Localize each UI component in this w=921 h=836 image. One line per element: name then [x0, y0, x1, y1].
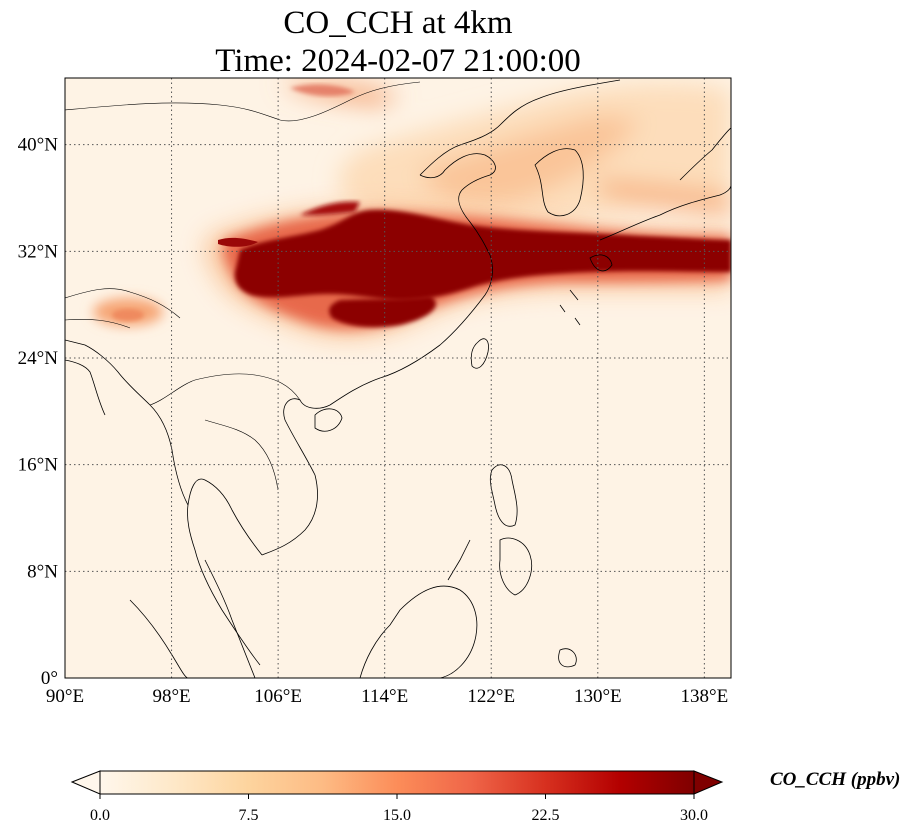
- lat-tick-label: 32°N: [18, 241, 59, 262]
- lat-tick-label: 24°N: [18, 348, 59, 369]
- lat-tick-label: 0°: [41, 668, 58, 689]
- coastlines: [65, 79, 731, 678]
- lon-tick-label: 106°E: [254, 686, 302, 707]
- colorbar-tick-label: 22.5: [532, 807, 560, 824]
- colorbar-tick-label: 7.5: [239, 807, 259, 824]
- colorbar-tick-label: 15.0: [383, 807, 411, 824]
- lon-tick-label: 114°E: [361, 686, 408, 707]
- lat-tick-label: 16°N: [18, 455, 59, 476]
- lon-tick-label: 98°E: [152, 686, 190, 707]
- map-frame: [64, 77, 732, 679]
- colorbar-tick-label: 30.0: [680, 807, 708, 824]
- map-subtitle-time: Time: 2024-02-07 21:00:00: [215, 43, 581, 79]
- concentration-field: [65, 78, 731, 678]
- colorbar-label: CO_CCH (ppbv): [770, 769, 901, 790]
- colorbar-tick-label: 0.0: [90, 807, 110, 824]
- colorbar-extend-high: [693, 770, 724, 795]
- colorbar-bar: [99, 770, 695, 795]
- lat-tick-label: 8°N: [27, 561, 58, 582]
- lon-tick-label: 90°E: [46, 686, 84, 707]
- colorbar-tick-labels: 0.0 7.5 15.0 22.5 30.0: [90, 794, 708, 824]
- lat-tick-label: 40°N: [18, 135, 59, 156]
- lon-tick-label: 130°E: [574, 686, 622, 707]
- lon-tick-label: 122°E: [467, 686, 515, 707]
- colorbar: 0.0 7.5 15.0 22.5 30.0: [70, 770, 724, 824]
- gridlines: [65, 78, 731, 678]
- lon-tick-label: 138°E: [681, 686, 729, 707]
- lat-tick-labels: 0° 8°N 16°N 24°N 32°N 40°N: [18, 135, 59, 689]
- lon-tick-labels: 90°E 98°E 106°E 114°E 122°E 130°E 138°E: [46, 686, 728, 707]
- colorbar-extend-low: [70, 770, 101, 795]
- map-title: CO_CCH at 4km: [283, 5, 513, 41]
- northern-hotspot: [290, 84, 355, 97]
- main-plume: [204, 201, 731, 339]
